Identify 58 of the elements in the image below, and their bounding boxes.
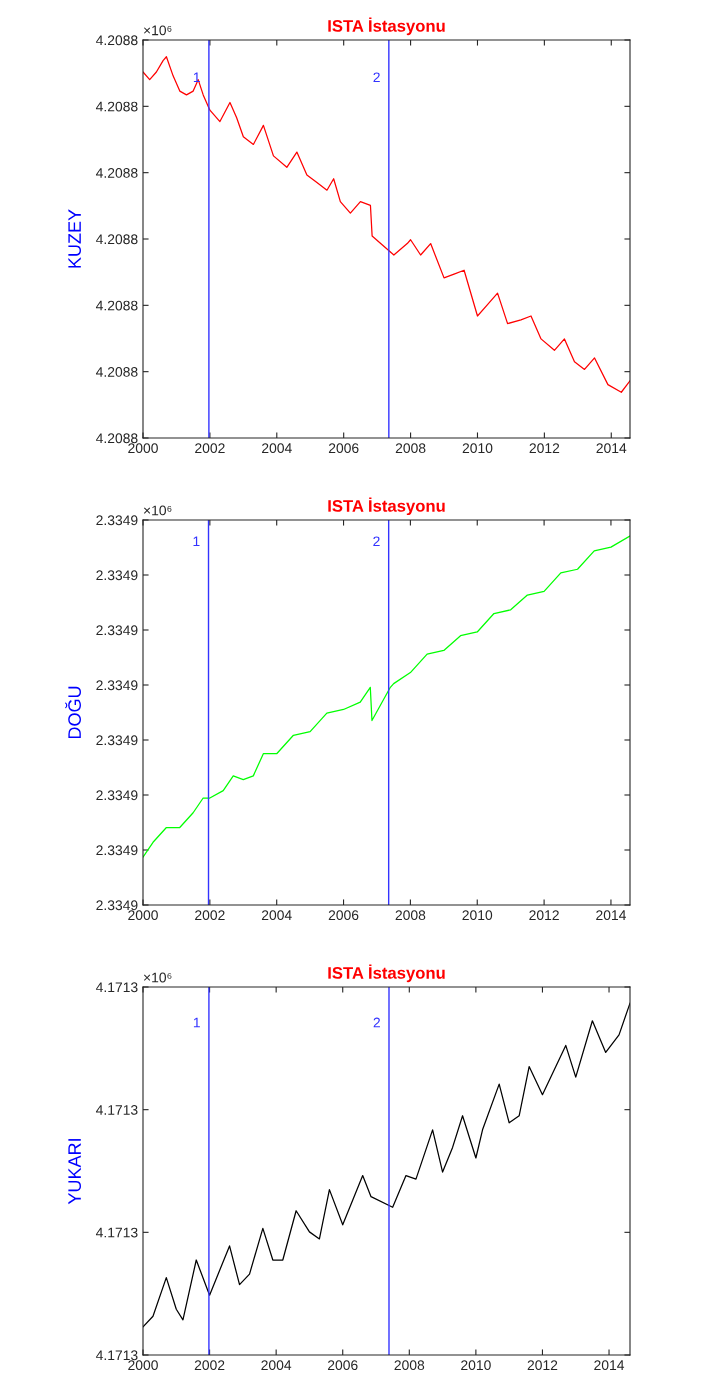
annotation: 1 bbox=[193, 536, 200, 547]
text: ×10⁶ bbox=[143, 25, 172, 36]
text: 2.3349 bbox=[96, 680, 138, 691]
text: 4.1713 bbox=[95, 1350, 138, 1361]
x-tick-label: 2004 bbox=[262, 443, 292, 454]
x-tick-label: 2010 bbox=[461, 1360, 491, 1371]
x-tick-label: 2014 bbox=[594, 1360, 625, 1371]
x-tick-label: 2000 bbox=[128, 443, 158, 454]
text: 4.2088 bbox=[95, 433, 138, 444]
x-tick-label: 2008 bbox=[395, 443, 426, 454]
x-tick-label: 2010 bbox=[462, 443, 493, 454]
annotation: 1 bbox=[193, 72, 200, 83]
text: 4.1713 bbox=[95, 1105, 138, 1115]
text: ×10⁶ bbox=[143, 972, 172, 983]
text: 2.3349 bbox=[96, 845, 138, 856]
chart-title: ISTA İstasyonu bbox=[328, 17, 445, 36]
x-tick-label: 2006 bbox=[327, 1360, 358, 1371]
text: 2.3349 bbox=[96, 735, 138, 746]
text: 2.3349 bbox=[96, 900, 138, 911]
x-tick-label: 2004 bbox=[261, 910, 292, 921]
text: 2.3349 bbox=[96, 790, 138, 801]
y-axis-title: DOĞU bbox=[65, 686, 81, 739]
text: 2.3349 bbox=[96, 625, 138, 636]
text: 2.3349 bbox=[96, 515, 138, 526]
x-tick-label: 2002 bbox=[194, 1360, 225, 1371]
x-tick-label: 2002 bbox=[195, 910, 225, 921]
annotation: 2 bbox=[373, 1017, 380, 1028]
x-tick-label: 2006 bbox=[328, 910, 359, 921]
x-tick-label: 2006 bbox=[328, 443, 359, 454]
text: 4.2088 bbox=[95, 234, 138, 245]
text: 4.2088 bbox=[95, 168, 138, 178]
x-tick-label: 2004 bbox=[261, 1360, 292, 1371]
chart-title: ISTA İstasyonu bbox=[328, 964, 445, 983]
x-tick-label: 2010 bbox=[462, 910, 493, 921]
annotation: 1 bbox=[193, 1017, 200, 1028]
chart-title: ISTA İstasyonu bbox=[328, 497, 445, 516]
text: 4.2088 bbox=[95, 35, 138, 46]
x-tick-label: 2014 bbox=[596, 443, 627, 454]
x-tick-label: 2000 bbox=[128, 910, 158, 921]
annotation: 2 bbox=[373, 72, 380, 83]
annotation: 2 bbox=[373, 536, 380, 547]
text: 4.2088 bbox=[95, 300, 138, 311]
text: 4.2088 bbox=[95, 101, 138, 112]
text: 4.1713 bbox=[95, 982, 138, 993]
text: ×10⁶ bbox=[143, 505, 172, 516]
x-tick-label: 2012 bbox=[527, 1360, 558, 1371]
x-tick-label: 2000 bbox=[128, 1360, 158, 1371]
text: 2.3349 bbox=[96, 570, 138, 581]
x-tick-label: 2008 bbox=[394, 1360, 425, 1371]
text: 4.2088 bbox=[95, 367, 138, 377]
y-axis-title: YUKARI bbox=[68, 1139, 81, 1205]
x-tick-label: 2014 bbox=[596, 910, 626, 921]
x-tick-label: 2008 bbox=[395, 910, 426, 921]
y-axis-title: KUZEY bbox=[68, 209, 81, 268]
x-tick-label: 2012 bbox=[529, 443, 560, 454]
text: 4.1713 bbox=[95, 1227, 138, 1238]
x-tick-label: 2012 bbox=[529, 910, 559, 921]
x-tick-label: 2002 bbox=[195, 443, 225, 454]
